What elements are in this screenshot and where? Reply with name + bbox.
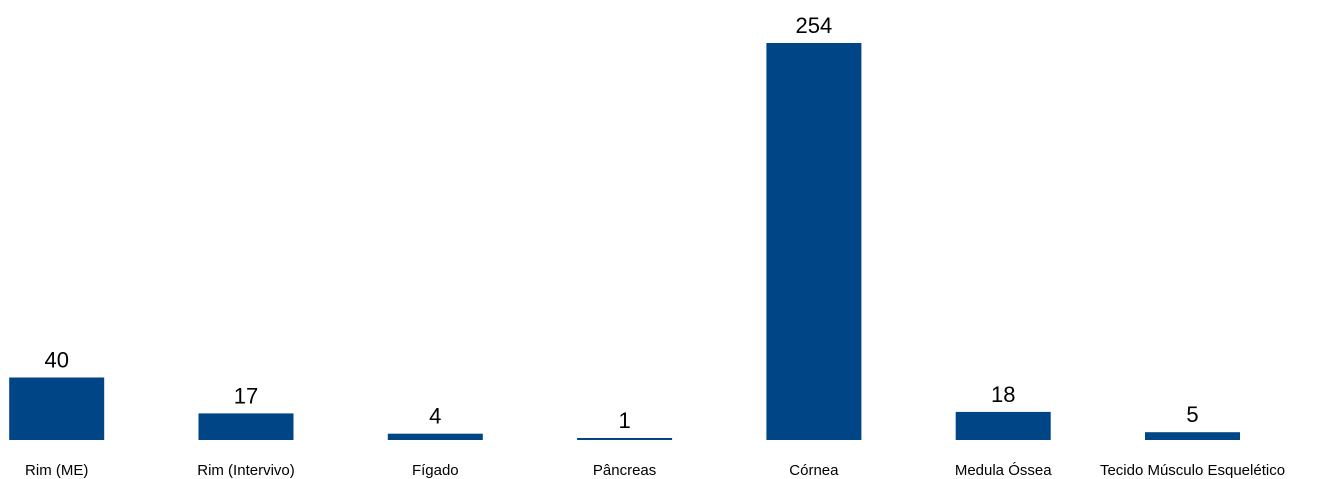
category-label-1: Rim (Intervivo) [197, 462, 295, 479]
bar-3 [577, 438, 673, 440]
value-labels-group: 40 17 4 1 254 18 5 [44, 13, 1198, 433]
category-label-4: Córnea [789, 462, 839, 479]
bar-2 [387, 433, 483, 440]
data-label-2: 4 [429, 404, 441, 429]
bar-6 [1145, 432, 1240, 440]
bar-5 [955, 411, 1051, 440]
bar-0 [9, 377, 105, 440]
data-label-5: 18 [991, 382, 1015, 407]
data-label-6: 5 [1186, 402, 1198, 427]
data-label-0: 40 [44, 348, 68, 373]
category-label-2: Fígado [412, 462, 459, 479]
category-labels-group: Rim (ME) Rim (Intervivo) Fígado Pâncreas Cór… [25, 462, 1285, 479]
data-label-4: 254 [796, 13, 833, 38]
data-label-3: 1 [618, 408, 630, 433]
data-label-1: 17 [234, 383, 258, 408]
category-label-0: Rim (ME) [25, 462, 88, 479]
bar-1 [198, 413, 294, 440]
bar-4 [766, 43, 862, 440]
bars-group [9, 43, 1240, 440]
category-label-6: Tecido Músculo Esquelético [1100, 462, 1285, 479]
category-label-5: Medula Óssea [955, 462, 1052, 479]
category-label-3: Pâncreas [593, 462, 656, 479]
